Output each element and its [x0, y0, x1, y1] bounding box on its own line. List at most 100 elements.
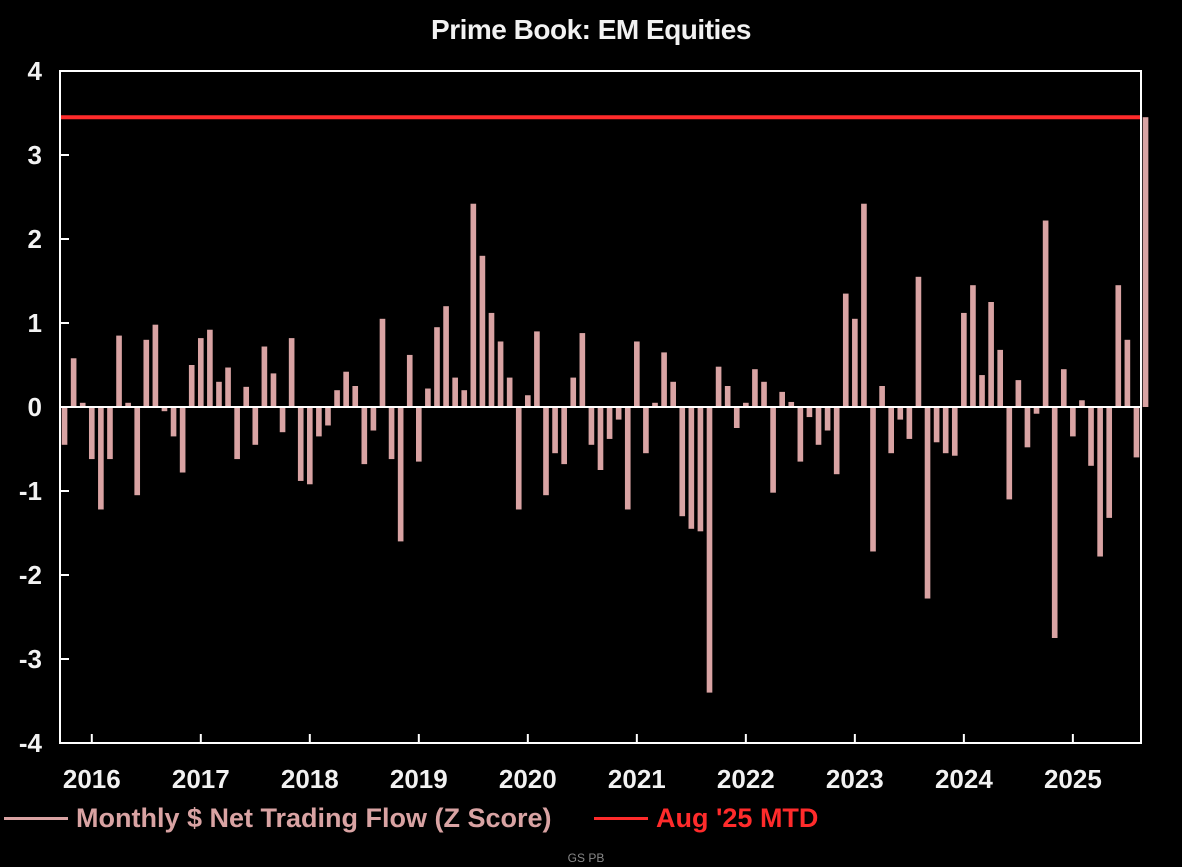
bar	[461, 390, 468, 407]
y-tick-label: -1	[19, 476, 42, 506]
bar	[724, 386, 731, 407]
bar	[479, 255, 486, 407]
bar	[107, 407, 113, 460]
x-tick-labels: 2016 2017 2018 2019 2020 2021 2022 2023 2024 2025	[63, 764, 1102, 794]
bar	[1024, 407, 1031, 448]
bar	[197, 338, 204, 407]
bar	[706, 407, 713, 693]
bar	[506, 377, 513, 407]
bar	[543, 407, 549, 496]
source-note: GS PB	[567, 851, 605, 865]
bar	[842, 293, 849, 407]
bar	[261, 346, 268, 407]
bar	[624, 407, 631, 510]
bar	[470, 203, 477, 407]
legend-swatch-reference-line	[594, 816, 648, 820]
bar	[852, 318, 858, 407]
bar	[325, 407, 331, 426]
bar	[1015, 380, 1022, 407]
x-tick-label: 2024	[935, 764, 993, 794]
chart-title: Prime Book: EM Equities	[431, 14, 751, 45]
bar	[924, 407, 931, 599]
legend-item-aug-mtd: Aug '25 MTD	[594, 798, 818, 838]
x-tick-label: 2016	[63, 764, 121, 794]
y-tick-label: 1	[28, 308, 42, 338]
bar	[134, 407, 141, 496]
bar	[352, 386, 359, 407]
y-tick-labels: 4 3 2 1 0 -1 -2 -3 -4	[19, 56, 43, 758]
bar	[797, 407, 804, 462]
bar	[334, 390, 340, 407]
bar	[1042, 220, 1049, 407]
bar	[915, 276, 922, 407]
bar	[234, 407, 240, 460]
bar	[752, 369, 758, 407]
bar	[661, 352, 667, 407]
bar	[452, 377, 458, 407]
bar	[443, 306, 449, 407]
bar	[1124, 339, 1131, 407]
bar	[643, 407, 649, 454]
bar	[961, 312, 967, 407]
x-tick-label: 2021	[608, 764, 666, 794]
bar	[525, 395, 531, 407]
bar	[743, 402, 749, 407]
bar	[88, 407, 95, 460]
x-tick-label: 2020	[499, 764, 557, 794]
bar	[216, 381, 222, 407]
bar	[270, 373, 277, 407]
bar	[143, 339, 150, 407]
bar	[1006, 407, 1013, 500]
bar	[634, 341, 640, 407]
y-tick-label: -4	[19, 728, 43, 758]
bar	[343, 371, 349, 407]
bar	[888, 407, 894, 454]
bar	[515, 407, 522, 510]
legend-label-aug-mtd: Aug '25 MTD	[656, 802, 819, 833]
bar	[942, 407, 949, 454]
bar	[688, 407, 695, 529]
bar	[970, 285, 976, 407]
y-tick-label: 0	[28, 392, 42, 422]
bar	[588, 407, 595, 445]
bar	[297, 407, 304, 481]
x-tick-label: 2025	[1044, 764, 1102, 794]
bar	[388, 407, 395, 460]
bar	[1088, 407, 1094, 466]
bar	[652, 402, 658, 407]
bar	[861, 203, 867, 407]
bar	[697, 407, 704, 532]
bar	[897, 407, 904, 420]
bar	[179, 407, 186, 473]
bar	[1033, 407, 1040, 414]
bar	[1097, 407, 1103, 557]
bar	[552, 407, 558, 454]
bar	[761, 381, 767, 407]
bar	[288, 338, 295, 407]
y-tick-label: -3	[19, 644, 42, 674]
bars-layer	[61, 117, 1149, 693]
bar	[615, 407, 622, 420]
bar	[306, 407, 313, 485]
bar	[225, 367, 231, 407]
bar	[824, 407, 831, 431]
bar	[988, 302, 994, 407]
bar	[79, 402, 86, 407]
x-tick-label: 2017	[172, 764, 230, 794]
bar	[1060, 369, 1067, 407]
bar	[152, 324, 159, 407]
bar	[579, 333, 586, 407]
bar	[879, 386, 885, 407]
bar	[416, 407, 422, 462]
legend-item-monthly-flow: Monthly $ Net Trading Flow (Z Score)	[4, 798, 552, 838]
bar	[670, 381, 676, 407]
bar	[979, 375, 985, 407]
bar	[951, 407, 958, 456]
bar	[252, 407, 259, 445]
bar	[1051, 407, 1058, 638]
bar	[125, 402, 131, 407]
bar	[1142, 117, 1149, 407]
y-tick-label: 4	[28, 56, 43, 86]
legend-swatch-bars	[4, 816, 68, 820]
